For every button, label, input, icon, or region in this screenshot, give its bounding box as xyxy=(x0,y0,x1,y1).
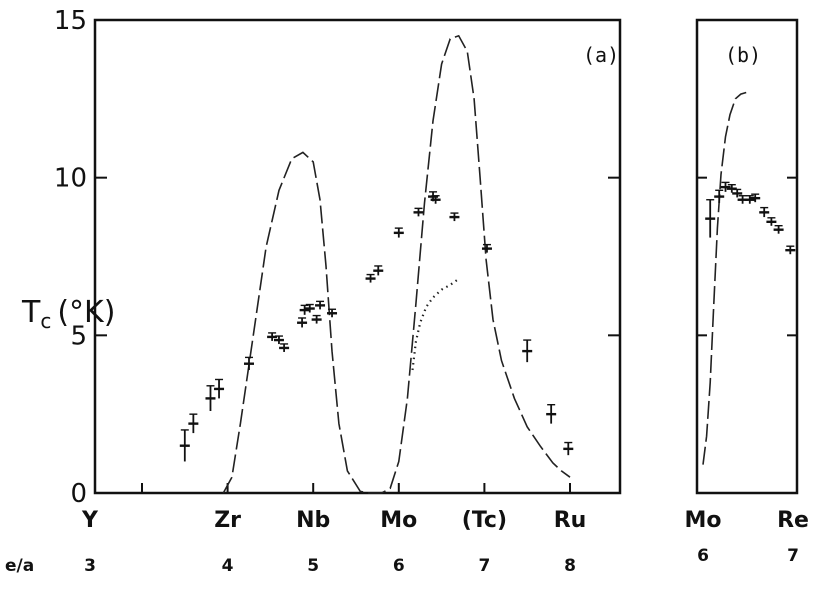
data-point xyxy=(481,243,492,253)
data-point xyxy=(750,193,761,203)
y-axis-title: Tc (°K) xyxy=(21,295,115,333)
panel-a-ea-labels: 3 4 5 6 7 8 xyxy=(84,556,576,576)
data-point xyxy=(327,308,338,318)
panel-a-element-labels: Y Zr Nb Mo (Tc) Ru xyxy=(81,508,586,533)
data-point xyxy=(373,265,384,276)
data-point xyxy=(304,303,315,313)
data-point xyxy=(720,181,731,192)
ea-value: 7 xyxy=(787,546,799,566)
panel-b-points xyxy=(705,181,796,255)
ea-value: 4 xyxy=(222,556,234,576)
panel-a-points xyxy=(179,191,574,462)
data-point xyxy=(726,184,737,193)
data-point xyxy=(759,206,770,218)
data-point xyxy=(705,199,716,238)
data-point xyxy=(297,317,308,328)
data-point xyxy=(563,441,574,456)
panel-b-dashed-curve xyxy=(702,91,747,465)
panel-b-element-labels: Mo Re xyxy=(684,508,808,533)
data-point xyxy=(299,304,310,315)
data-point xyxy=(315,300,326,310)
panel-a-y-ticks: 0 5 10 15 xyxy=(54,6,620,509)
data-point xyxy=(393,227,404,238)
data-point xyxy=(205,385,216,412)
y-tick-label: 15 xyxy=(54,6,87,36)
element-label: (Tc) xyxy=(462,508,507,533)
element-label: Re xyxy=(777,508,809,533)
element-label: Ru xyxy=(554,508,587,533)
data-point xyxy=(766,217,777,226)
ea-value: 8 xyxy=(564,556,576,576)
element-label: Nb xyxy=(296,508,330,533)
ea-value: 7 xyxy=(478,556,490,576)
panel-a-label: (a) xyxy=(583,43,619,67)
svg-text:Tc(°K): Tc (°K) xyxy=(21,295,115,333)
y-tick-label: 10 xyxy=(54,164,87,194)
data-point xyxy=(522,339,533,363)
panel-a-x-ticks xyxy=(141,483,571,493)
data-point xyxy=(273,335,284,345)
panel-b: (b) xyxy=(695,18,799,495)
element-label: Zr xyxy=(214,508,241,533)
panel-a-frame xyxy=(93,18,622,495)
panel-a: (a) 0 5 10 15 xyxy=(54,6,622,509)
panel-a-dotted-curve xyxy=(411,279,458,371)
ea-value: 5 xyxy=(307,556,319,576)
element-label: Y xyxy=(81,508,99,533)
y-tick-label: 5 xyxy=(70,321,87,351)
data-point xyxy=(279,343,290,352)
data-point xyxy=(413,207,424,217)
data-point xyxy=(214,378,225,399)
y-axis-symbol: T xyxy=(21,295,41,330)
y-axis-unit: (°K) xyxy=(57,295,115,330)
element-label: Mo xyxy=(380,508,417,533)
ea-value: 3 xyxy=(84,556,96,576)
ea-value: 6 xyxy=(697,546,709,566)
panel-b-y-ticks xyxy=(697,19,797,494)
panel-b-frame xyxy=(695,18,799,495)
panel-a-dashed-curve xyxy=(222,34,571,494)
data-point xyxy=(365,273,376,283)
data-point xyxy=(785,245,796,255)
data-point xyxy=(773,224,784,234)
data-point xyxy=(244,356,254,371)
data-point xyxy=(449,212,460,222)
data-point xyxy=(179,429,190,462)
element-label: Mo xyxy=(684,508,721,533)
data-point xyxy=(267,332,278,341)
data-point xyxy=(430,195,441,204)
ea-row-label: e/a xyxy=(5,556,34,576)
data-point xyxy=(188,413,199,434)
data-point xyxy=(714,189,725,203)
y-axis-subscript: c xyxy=(40,309,51,333)
data-point xyxy=(732,188,743,198)
data-point xyxy=(546,404,557,424)
ea-value: 6 xyxy=(393,556,405,576)
panel-b-label: (b) xyxy=(725,43,761,67)
y-tick-label: 0 xyxy=(70,479,87,509)
data-point xyxy=(311,314,322,324)
data-point xyxy=(744,195,755,204)
